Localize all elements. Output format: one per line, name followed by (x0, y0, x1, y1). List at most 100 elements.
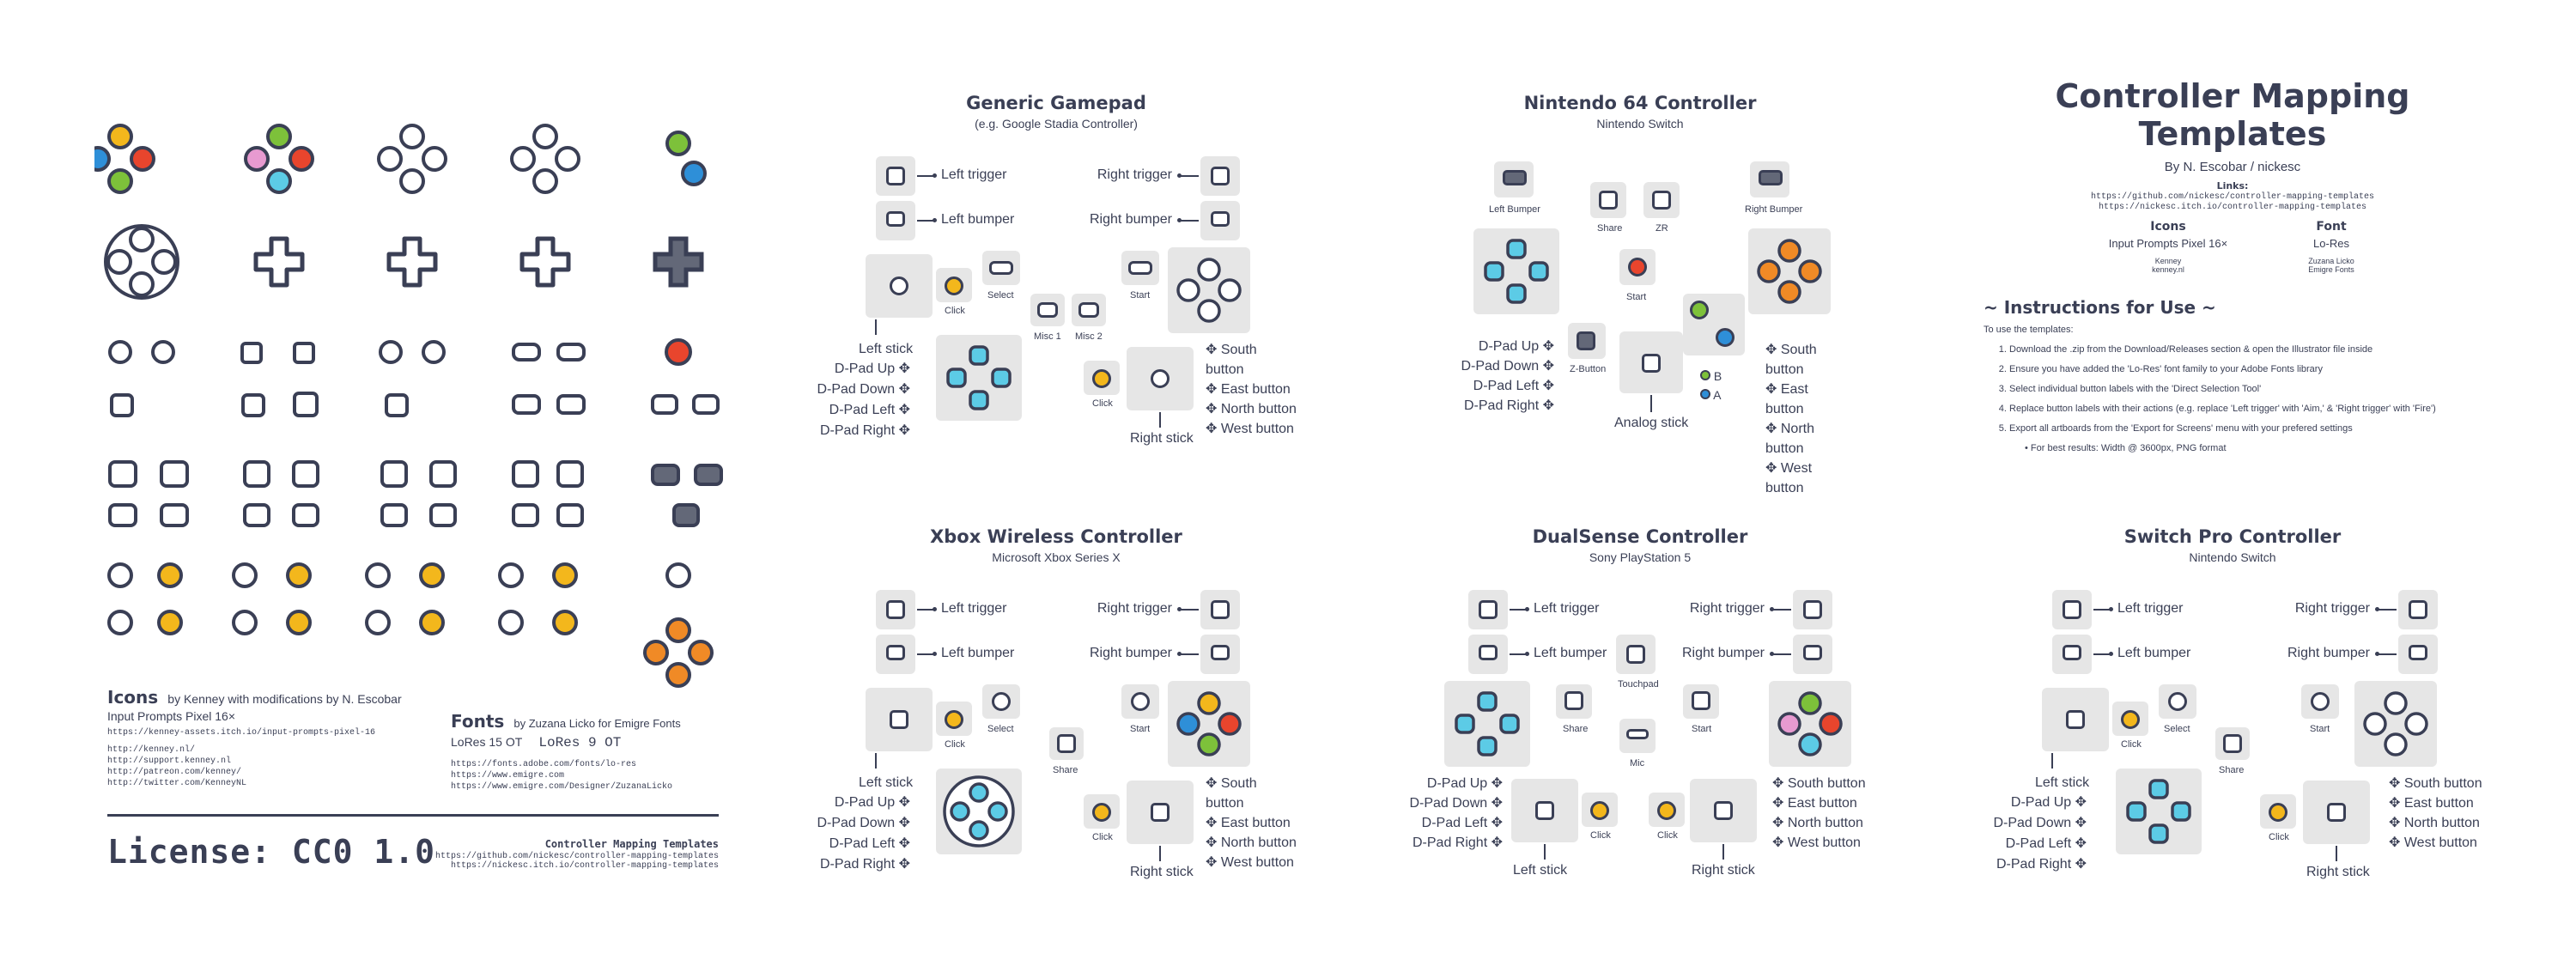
right-bumper-icon[interactable] (2409, 645, 2427, 660)
n64-analog-icon[interactable] (1642, 354, 1661, 373)
left-stick-click-icon[interactable] (945, 710, 963, 729)
start-icon[interactable] (2311, 692, 2330, 711)
right-stick-click-icon[interactable] (1657, 801, 1676, 820)
left-stick-click-icon[interactable] (2121, 710, 2140, 729)
n64-right-bumper-icon[interactable] (1759, 170, 1783, 185)
left-stick-click-icon[interactable] (1590, 801, 1609, 820)
south-label: ✥ South button (2389, 776, 2482, 791)
left-stick-icon[interactable] (890, 710, 908, 729)
emigre-designer-link[interactable]: https://www.emigre.com/Designer/ZuzanaLi… (451, 782, 673, 792)
n64-zr-icon[interactable] (1652, 191, 1671, 210)
right-stick-label: Right stick (1130, 865, 1194, 879)
n64-share-label: Share (1597, 223, 1623, 234)
adobe-font-link[interactable]: https://fonts.adobe.com/fonts/lo-res (451, 760, 637, 769)
right-trigger-icon[interactable] (2409, 600, 2427, 619)
share-icon[interactable] (1564, 691, 1583, 710)
kenney-link[interactable]: http://kenney.nl/ (107, 745, 196, 755)
n64-b-icon[interactable] (1690, 301, 1709, 319)
kenney-twitter-link[interactable]: http://twitter.com/KenneyNL (107, 779, 247, 788)
n64-share-icon[interactable] (1599, 191, 1618, 210)
right-stick-icon[interactable] (2327, 803, 2346, 822)
east-label: ✥ East button (1772, 796, 1857, 811)
right-trigger-icon[interactable] (1211, 167, 1230, 185)
left-bumper-icon[interactable] (2063, 645, 2081, 660)
n64-c-buttons-icon[interactable] (1748, 228, 1831, 314)
left-trigger-icon[interactable] (2063, 600, 2081, 619)
right-stick-icon[interactable] (1151, 369, 1170, 388)
switch-face-buttons-icon[interactable] (2354, 681, 2437, 767)
right-stick-icon[interactable] (1714, 801, 1733, 820)
right-trigger-icon[interactable] (1803, 600, 1822, 619)
share-icon[interactable] (2223, 734, 2242, 753)
left-bumper-icon[interactable] (886, 211, 905, 227)
left-click-label: Click (945, 306, 965, 316)
face-buttons-icon[interactable] (1168, 247, 1250, 333)
dpad-icon[interactable] (936, 769, 1022, 854)
start-icon[interactable] (1131, 692, 1150, 711)
right-stick-click-icon[interactable] (1092, 803, 1111, 822)
left-stick-label: Left stick (859, 775, 914, 790)
dpad-icon[interactable] (2116, 769, 2202, 854)
left-stick-icon[interactable] (890, 276, 908, 295)
template-itch-link[interactable]: https://nickesc.itch.io/controller-mappi… (450, 861, 719, 871)
info-icons-credit-1: Kenney (2154, 257, 2182, 265)
misc1-icon[interactable] (1037, 302, 1058, 318)
left-bumper-icon[interactable] (886, 645, 905, 660)
step-4: Replace button labels with their actions… (2009, 399, 2480, 419)
n64-left-bumper-label: Left Bumper (1489, 204, 1540, 215)
dpad-icon[interactable] (1444, 681, 1530, 767)
start-icon[interactable] (1692, 691, 1710, 710)
west-label: ✥ West button (2389, 835, 2477, 850)
right-stick-click-icon[interactable] (2269, 803, 2287, 822)
share-icon[interactable] (1057, 734, 1076, 753)
emigre-link[interactable]: https://www.emigre.com (451, 771, 565, 781)
left-stick-icon[interactable] (1535, 801, 1554, 820)
right-bumper-icon[interactable] (1211, 645, 1230, 660)
left-stick-icon[interactable] (2066, 710, 2085, 729)
info-icons-credit-2: kenney.nl (2152, 265, 2184, 274)
icons-link[interactable]: https://kenney-assets.itch.io/input-prom… (107, 728, 376, 738)
right-stick-click-icon[interactable] (1092, 369, 1111, 388)
info-itch-link[interactable]: https://nickesc.itch.io/controller-mappi… (2098, 203, 2367, 212)
left-trigger-icon[interactable] (886, 167, 905, 185)
right-stick-icon[interactable] (1151, 803, 1170, 822)
dpad-icon-3 (389, 239, 435, 285)
left-trigger-icon[interactable] (1479, 600, 1498, 619)
n64-left-bumper-icon[interactable] (1503, 170, 1527, 185)
info-github-link[interactable]: https://github.com/nickesc/controller-ma… (2090, 192, 2375, 202)
select-icon[interactable] (2168, 692, 2187, 711)
panel-subtitle: Microsoft Xbox Series X (992, 550, 1121, 564)
misc2-icon[interactable] (1078, 302, 1099, 318)
select-icon[interactable] (989, 261, 1013, 275)
right-bumper-icon[interactable] (1211, 211, 1230, 227)
dpad-icon[interactable] (936, 335, 1022, 421)
left-stick-label: Left stick (2035, 775, 2090, 790)
panel-subtitle: Nintendo Switch (2189, 550, 2276, 564)
dpad-icon-5 (653, 236, 704, 288)
right-bumper-icon[interactable] (1803, 645, 1822, 660)
info-author: By N. Escobar / nickesc (2164, 160, 2301, 174)
info-icons: Icons Input Prompts Pixel 16× Kenney ken… (2095, 220, 2241, 274)
mic-icon[interactable] (1626, 729, 1649, 739)
left-stick-click-icon[interactable] (945, 276, 963, 295)
east-label: ✥ East button (1206, 816, 1291, 830)
n64-dpad-icon[interactable] (1473, 228, 1559, 314)
left-trigger-icon[interactable] (886, 600, 905, 619)
select-icon[interactable] (992, 692, 1011, 711)
right-click-label: Click (1092, 832, 1113, 842)
template-github-link[interactable]: https://github.com/nickesc/controller-ma… (434, 852, 719, 861)
n64-a-icon[interactable] (1716, 328, 1735, 347)
right-trigger-icon[interactable] (1211, 600, 1230, 619)
kenney-support-link[interactable]: http://support.kenney.nl (107, 756, 232, 766)
panel-subtitle: Sony PlayStation 5 (1589, 550, 1692, 564)
n64-start-icon[interactable] (1628, 258, 1647, 276)
start-icon[interactable] (1128, 261, 1152, 275)
playstation-face-icon (244, 124, 314, 194)
ps-face-buttons-icon[interactable] (1769, 681, 1851, 767)
kenney-patreon-link[interactable]: http://patreon.com/kenney/ (107, 768, 242, 777)
n64-z-icon[interactable] (1577, 331, 1595, 350)
left-bumper-icon[interactable] (1479, 645, 1498, 660)
xbox-face-buttons-icon[interactable] (1168, 681, 1250, 767)
touchpad-icon[interactable] (1626, 645, 1645, 664)
instructions-list: Download the .zip from the Download/Rele… (1990, 340, 2480, 459)
